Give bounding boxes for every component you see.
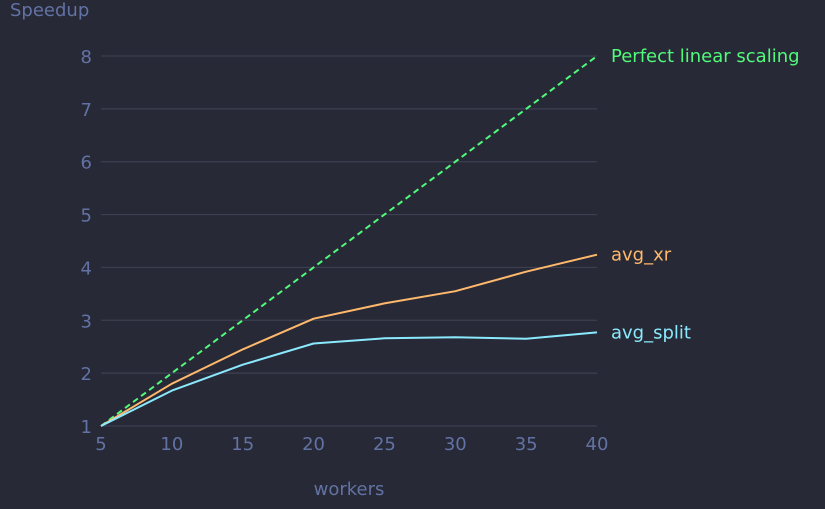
x-tick-label: 35: [515, 434, 538, 455]
x-tick-label: 40: [586, 434, 609, 455]
y-tick-label: 6: [81, 153, 92, 174]
x-tick-labels: 5 10 15 20 25 30 35 40: [95, 434, 608, 455]
series-line-avg-xr: [100, 253, 598, 427]
y-tick-label: 7: [81, 100, 92, 121]
x-tick-label: 20: [302, 434, 325, 455]
x-tick-label: 10: [160, 434, 183, 455]
grid-lines: [101, 55, 597, 427]
series-lines: [100, 55, 598, 427]
y-tick-label: 4: [81, 258, 92, 279]
series-label: Perfect linear scaling: [611, 46, 800, 67]
x-tick-label: 30: [444, 434, 467, 455]
x-tick-label: 15: [231, 434, 254, 455]
x-tick-label: 5: [95, 434, 106, 455]
y-tick-label: 5: [81, 206, 92, 227]
y-tick-label: 2: [81, 364, 92, 385]
series-line-avg-split: [100, 331, 598, 427]
y-tick-label: 8: [81, 47, 92, 68]
series-labels: Perfect linear scaling avg_xr avg_split: [611, 46, 800, 343]
series-label: avg_xr: [611, 245, 672, 266]
series-line-perfect-linear-scaling: [100, 55, 598, 427]
y-tick-label: 1: [81, 417, 92, 438]
y-axis-title: Speedup: [10, 0, 89, 21]
y-tick-label: 3: [81, 311, 92, 332]
x-tick-label: 25: [373, 434, 396, 455]
y-tick-labels: 1 2 3 4 5 6 7 8: [81, 47, 92, 438]
x-axis-title: workers: [314, 479, 385, 500]
series-label: avg_split: [611, 322, 691, 343]
